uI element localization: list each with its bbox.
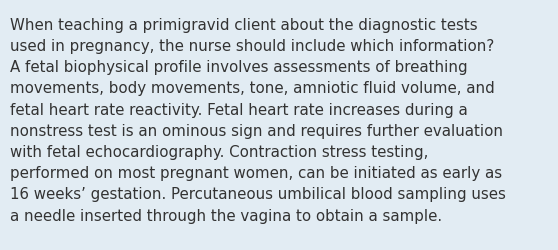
- Text: When teaching a primigravid client about the diagnostic tests
used in pregnancy,: When teaching a primigravid client about…: [10, 18, 506, 223]
